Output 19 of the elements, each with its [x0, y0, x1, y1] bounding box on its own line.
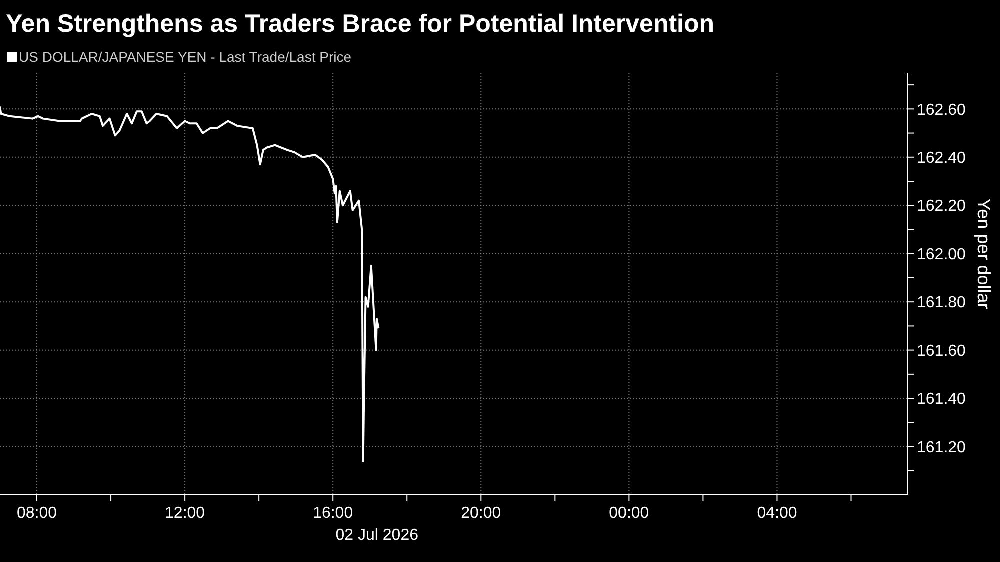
x-tick-label: 20:00 [461, 505, 502, 522]
y-tick-label: 162.60 [917, 102, 966, 119]
y-axis-title: Yen per dollar [974, 198, 994, 310]
legend-label: US DOLLAR/JAPANESE YEN - Last Trade/Last Price [19, 49, 352, 65]
x-tick-label: 00:00 [609, 505, 650, 522]
y-tick-label: 161.60 [917, 342, 966, 360]
chart-title: Yen Strengthens as Traders Brace for Potential Intervention [6, 10, 715, 38]
x-tick-label: 16:00 [313, 505, 354, 522]
y-tick-label: 162.40 [917, 150, 966, 167]
x-axis-title: 02 Jul 2026 [336, 527, 419, 544]
x-tick-label: 04:00 [757, 505, 798, 522]
y-tick-label: 162.20 [917, 198, 966, 216]
y-tick-label: 162.00 [917, 246, 966, 264]
y-tick-label: 161.20 [917, 439, 966, 456]
y-tick-label: 161.40 [917, 391, 966, 408]
line-series [0, 106, 380, 462]
x-tick-label: 12:00 [165, 505, 206, 522]
y-tick-label: 161.80 [917, 294, 966, 312]
x-tick-label: 08:00 [16, 505, 58, 522]
